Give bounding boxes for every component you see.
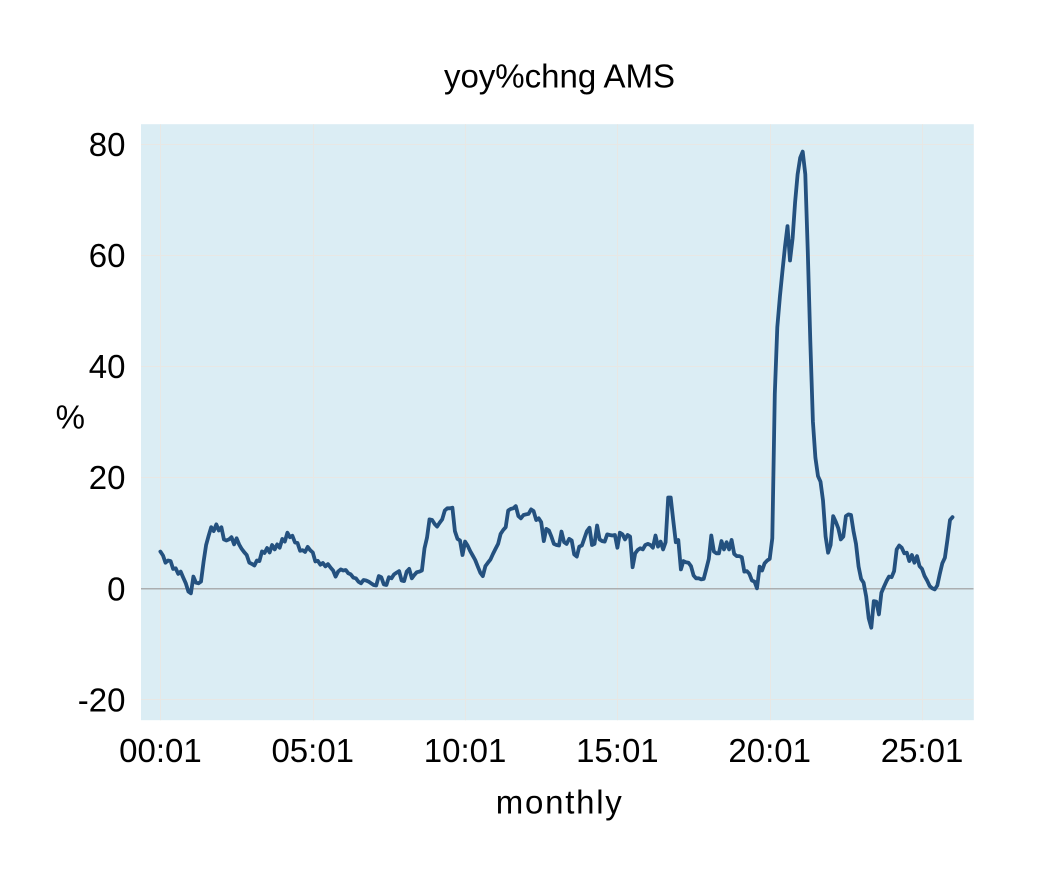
svg-text:05:01: 05:01 <box>271 732 354 769</box>
svg-text:80: 80 <box>89 126 126 163</box>
svg-text:40: 40 <box>89 348 126 385</box>
svg-text:0: 0 <box>107 570 125 607</box>
svg-text:monthly: monthly <box>496 783 623 820</box>
svg-text:yoy%chng AMS: yoy%chng AMS <box>444 58 675 95</box>
svg-text:60: 60 <box>89 237 126 274</box>
svg-text:20:01: 20:01 <box>728 732 811 769</box>
svg-text:%: % <box>56 398 85 435</box>
svg-text:-20: -20 <box>78 681 126 718</box>
svg-text:00:01: 00:01 <box>119 732 202 769</box>
svg-text:25:01: 25:01 <box>881 732 964 769</box>
svg-text:15:01: 15:01 <box>576 732 659 769</box>
svg-text:20: 20 <box>89 459 126 496</box>
svg-text:10:01: 10:01 <box>424 732 507 769</box>
